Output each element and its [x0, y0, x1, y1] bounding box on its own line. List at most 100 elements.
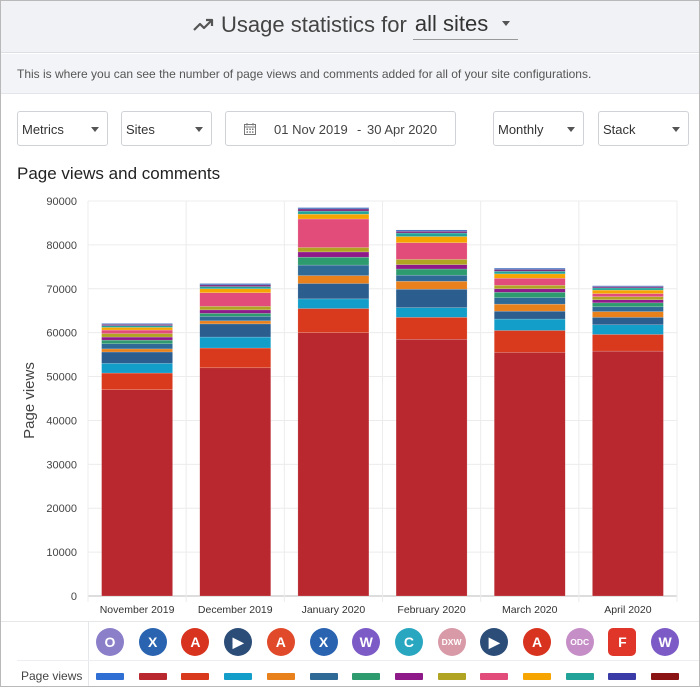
bar-segment — [395, 259, 468, 265]
bar-segment — [494, 292, 566, 298]
legend-swatch[interactable] — [96, 673, 124, 680]
chevron-down-icon — [567, 127, 575, 132]
site-select-value: all sites — [414, 10, 489, 36]
a-triangle-logo-icon[interactable]: A — [266, 628, 295, 656]
bar-segment — [199, 336, 271, 349]
metrics-dropdown-label: Metrics — [22, 122, 64, 137]
bar-segment — [395, 339, 468, 597]
bar-segment — [297, 308, 370, 333]
bar-segment — [297, 207, 370, 210]
bar-segment — [592, 317, 664, 326]
bar-segment — [101, 363, 173, 374]
bar-segment — [592, 302, 664, 308]
bar-segment — [494, 297, 566, 305]
page-title-group: Usage statistics for all sites — [191, 9, 519, 41]
bar-segment — [494, 270, 566, 275]
dxw-circle-logo-icon[interactable]: DXW — [437, 628, 466, 656]
bar-segment — [494, 318, 566, 331]
bar-segment — [592, 350, 664, 597]
x-circle-logo-icon[interactable]: X — [309, 628, 338, 656]
legend-swatch[interactable] — [138, 673, 167, 680]
bar-segment — [101, 351, 173, 364]
site-logo-letter: DXW — [441, 637, 462, 647]
site-logo-letter: A — [531, 634, 543, 650]
site-logo-letter: ODC — [570, 637, 590, 647]
display-mode-dropdown-label: Stack — [603, 122, 636, 137]
bar-segment — [297, 247, 370, 253]
legend-swatch[interactable] — [352, 673, 381, 680]
legend-swatch[interactable] — [608, 673, 637, 680]
legend-swatch[interactable] — [224, 673, 253, 680]
x-tick-label: November 2019 — [100, 604, 175, 616]
play-circle-logo-icon[interactable]: ▶ — [224, 628, 253, 656]
y-tick-label: 90000 — [46, 196, 77, 208]
chevron-down-icon — [195, 127, 203, 132]
page-title: Usage statistics for — [221, 12, 407, 37]
o-circle-logo-icon[interactable]: O — [96, 628, 124, 656]
date-start[interactable]: 01 Nov 2019 — [274, 122, 348, 137]
legend-swatch[interactable] — [266, 673, 295, 680]
legend-swatch[interactable] — [523, 673, 551, 680]
info-banner: This is where you can see the number of … — [1, 54, 699, 94]
legend-swatch[interactable] — [394, 673, 423, 680]
legend-swatch[interactable] — [309, 673, 338, 680]
bar-segment — [494, 303, 566, 312]
bar-segment — [395, 281, 468, 290]
legend-swatch[interactable] — [480, 673, 509, 680]
date-range-picker[interactable]: 01 Nov 2019 - 30 Apr 2020 — [225, 111, 456, 146]
display-mode-dropdown[interactable]: Stack — [598, 111, 689, 146]
legend-swatch[interactable] — [565, 673, 594, 680]
metrics-dropdown[interactable]: Metrics — [17, 111, 108, 146]
bar-segment — [199, 316, 271, 322]
bar-segment — [199, 288, 271, 293]
chevron-down-icon — [502, 21, 511, 26]
a-circle-logo-icon[interactable]: A — [523, 628, 551, 656]
site-logo-letter: W — [359, 634, 373, 650]
site-select-dropdown[interactable]: all sites — [412, 10, 519, 40]
bar-segment — [297, 283, 370, 300]
w-circle-logo-icon[interactable]: W — [651, 628, 680, 656]
interval-dropdown-label: Monthly — [498, 122, 544, 137]
x-circle-logo-icon[interactable]: X — [138, 628, 167, 656]
date-end[interactable]: 30 Apr 2020 — [367, 122, 438, 137]
sites-dropdown[interactable]: Sites — [121, 111, 212, 146]
bar-segment — [395, 236, 468, 243]
f-square-logo-icon[interactable]: F — [608, 628, 637, 656]
bar-segment — [101, 327, 173, 331]
bar-segment — [199, 284, 271, 287]
bar-segment — [494, 285, 566, 290]
c-circle-logo-icon[interactable]: C — [394, 628, 423, 656]
chevron-down-icon — [91, 127, 99, 132]
legend-swatch[interactable] — [437, 673, 466, 680]
bar-segment — [395, 231, 468, 234]
legend-swatch[interactable] — [651, 673, 680, 680]
chart-title: Page views and comments — [17, 164, 221, 183]
bar-segment — [297, 332, 370, 597]
bar-segment — [101, 336, 173, 341]
bar-segment — [101, 348, 173, 353]
bar-segment — [395, 242, 468, 260]
interval-dropdown[interactable]: Monthly — [493, 111, 584, 146]
bar-segment — [395, 307, 468, 318]
play-circle-logo-icon[interactable]: ▶ — [480, 628, 509, 656]
bar-segment — [101, 325, 173, 328]
bar-segment — [395, 264, 468, 270]
odc-circle-logo-icon[interactable]: ODC — [565, 628, 594, 656]
y-tick-label: 0 — [71, 591, 77, 603]
w-circle-logo-icon[interactable]: W — [352, 628, 381, 656]
chevron-down-icon — [672, 127, 680, 132]
bar-segment — [592, 334, 664, 352]
bar-segment — [592, 296, 664, 301]
legend-row-label: Page views — [21, 669, 83, 683]
bar-segment — [395, 274, 468, 282]
bar-segment — [494, 277, 566, 286]
a-circle-logo-icon[interactable]: A — [181, 628, 210, 656]
bar-segment — [199, 367, 271, 597]
y-tick-label: 20000 — [46, 503, 77, 515]
legend-swatch[interactable] — [181, 673, 210, 680]
bar-segment — [199, 292, 271, 307]
y-axis-label: Page views — [21, 362, 38, 439]
bar-segment — [592, 306, 664, 312]
bar-segment — [395, 268, 468, 276]
